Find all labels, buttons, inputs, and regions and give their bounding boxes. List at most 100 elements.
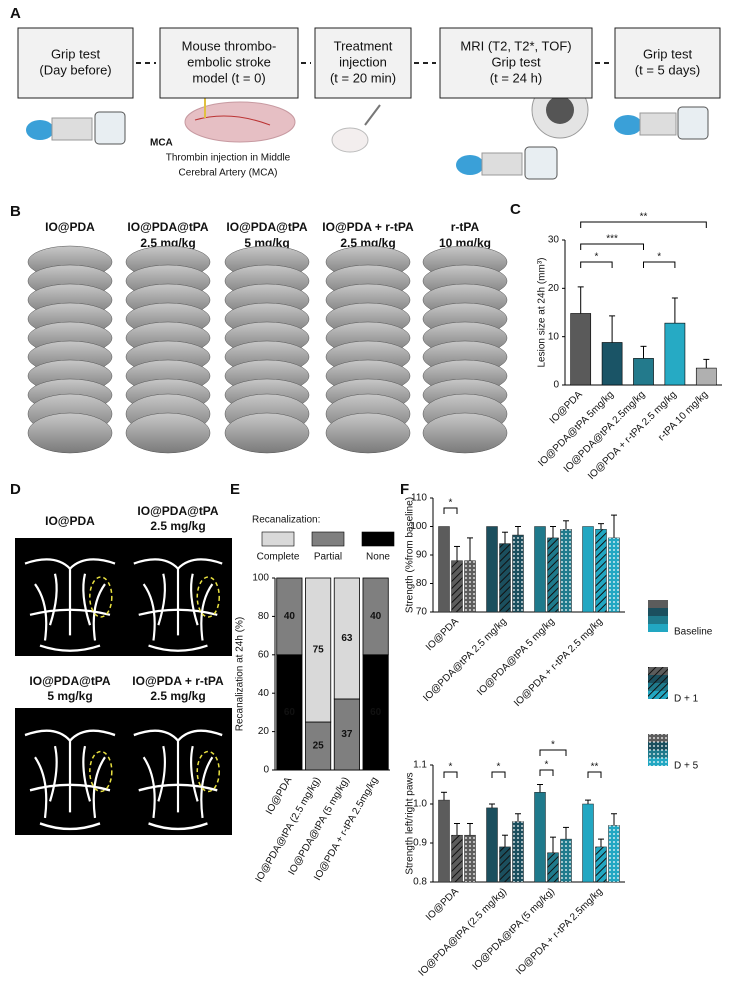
x-tick-label: IO@PDA + r-tPA 2.5 mg/kg: [512, 616, 605, 709]
vessel: [82, 573, 92, 626]
label-line: IO@PDA@tPA: [226, 220, 308, 234]
data-label: 63: [341, 633, 353, 644]
bar-segment: [333, 698, 360, 771]
legend-swatch: [261, 531, 295, 547]
vessel: [142, 756, 156, 819]
y-tick-label: 80: [258, 611, 270, 622]
sig-bracket: [587, 771, 602, 778]
step-box: [614, 27, 721, 99]
vessel: [29, 608, 111, 616]
legend-pattern: [648, 683, 668, 691]
vessel: [148, 822, 208, 831]
panel-letter: C: [510, 201, 521, 218]
sig-bracket: [643, 261, 676, 268]
sig-label: *: [449, 498, 453, 509]
legend-pattern: [648, 675, 668, 683]
y-tick-label: 80: [416, 578, 428, 589]
y-axis-label: Recanalization at 24h (%): [235, 617, 246, 732]
sig-bracket: [580, 261, 613, 268]
label-line: Mouse thrombo-: [182, 38, 277, 53]
occlusion-marker: [89, 750, 113, 793]
y-tick-label: 110: [411, 493, 427, 504]
data-label: 25: [313, 741, 325, 752]
data-label: 60: [370, 707, 382, 718]
vessels: [133, 558, 223, 652]
vessel: [200, 583, 214, 641]
legend-label: D + 5: [674, 761, 699, 772]
label-line: IO@PDA + r-tPA: [322, 220, 414, 234]
vessel: [133, 558, 223, 571]
vessel: [48, 573, 58, 626]
data-label: 60: [284, 707, 296, 718]
y-tick-label: 0: [553, 380, 559, 391]
y-tick-label: 60: [258, 649, 270, 660]
bar-pattern: [464, 560, 476, 612]
panel-letter: D: [10, 481, 21, 498]
x-tick-label: IO@PDA@tPA (5 mg/kg): [471, 886, 557, 972]
bar-segment: [362, 654, 389, 771]
vessel: [190, 745, 199, 802]
label-line: r-tPA: [451, 220, 480, 234]
legend-pattern: [648, 734, 668, 742]
data-label: 40: [370, 611, 382, 622]
vessel: [157, 573, 166, 626]
sig-bracket: [539, 749, 567, 756]
sig-label: *: [545, 760, 549, 771]
step-box: [17, 27, 134, 99]
step-box: [159, 27, 299, 99]
bar: [438, 526, 450, 613]
vessel: [24, 558, 116, 571]
legend-swatch: [648, 616, 668, 624]
vessel: [92, 756, 106, 819]
legend-pattern: [648, 742, 668, 750]
x-tick-label: IO@PDA: [424, 886, 461, 923]
bar-pattern: [464, 835, 476, 882]
vessel: [29, 783, 111, 792]
y-tick-label: 100: [410, 521, 427, 532]
legend-pattern: [648, 758, 668, 766]
vessel: [142, 583, 156, 641]
panel-letter: A: [10, 5, 21, 22]
label-line: Grip test: [643, 46, 693, 61]
mca-label: MCA: [150, 138, 173, 149]
x-tick-label: IO@PDA + r-tPA 2.5mg/kg: [514, 886, 605, 977]
vessel: [82, 745, 92, 802]
brain-slice: [125, 412, 211, 454]
sig-label: *: [551, 740, 555, 751]
bar: [570, 313, 592, 386]
vessels: [24, 729, 116, 831]
vessel: [34, 756, 48, 819]
label-line: MRI (T2, T2*, TOF): [460, 38, 571, 53]
y-tick-label: 1.0: [413, 799, 427, 810]
legend-label: Partial: [314, 552, 342, 563]
vessel: [138, 608, 218, 616]
label-line: Cerebral Artery (MCA): [179, 168, 278, 179]
sig-label: ***: [606, 234, 618, 245]
bar-pattern: [547, 537, 559, 612]
sig-bracket: [580, 221, 707, 228]
x-tick-label: IO@PDA@tPA (2.5 mg/kg): [417, 886, 509, 978]
legend-swatch: [648, 608, 668, 616]
label-line: IO@PDA: [45, 514, 95, 528]
y-axis-label: Lesion size at 24h (mm³): [537, 257, 548, 367]
bar-segment: [333, 577, 360, 700]
y-tick-label: 30: [548, 235, 560, 246]
brain-slice: [27, 412, 113, 454]
label-line: Grip test: [51, 46, 101, 61]
bar-pattern: [608, 825, 620, 882]
sig-label: **: [591, 762, 599, 773]
y-tick-label: 70: [416, 607, 428, 618]
sig-label: *: [657, 252, 661, 263]
label-line: model (t = 0): [192, 70, 265, 85]
bar: [534, 526, 546, 613]
legend-swatch: [361, 531, 395, 547]
sig-bracket: [443, 507, 458, 514]
y-tick-label: 90: [416, 550, 428, 561]
y-tick-label: 0: [263, 765, 269, 776]
label-line: (t = 5 days): [635, 62, 700, 77]
vessel: [200, 756, 214, 819]
panel-letter: B: [10, 203, 21, 220]
label-line: IO@PDA@tPA: [29, 674, 111, 688]
data-label: 75: [313, 645, 325, 656]
